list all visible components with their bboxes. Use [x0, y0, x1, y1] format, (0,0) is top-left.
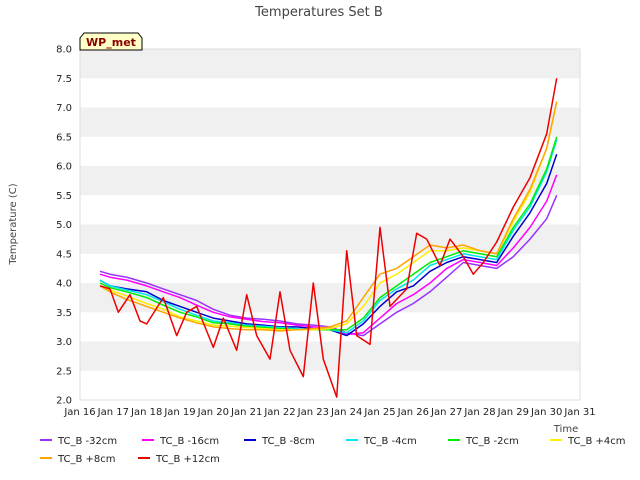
- y-tick-label: 6.0: [56, 162, 72, 173]
- x-tick-label: Jan 29: [497, 407, 529, 418]
- legend-swatch: [142, 439, 154, 441]
- series-line: [99, 78, 558, 398]
- station-badge-label: WP_met: [86, 36, 136, 49]
- legend-label: TC_B -4cm: [364, 436, 417, 447]
- x-tick-label: Jan 20: [197, 407, 229, 418]
- grid-bands: [79, 48, 581, 401]
- legend: TC_B -32cm TC_B -16cm TC_B -8cm TC_B -4cm TC…: [0, 432, 640, 480]
- legend-swatch: [448, 439, 460, 441]
- y-tick-label: 5.0: [56, 220, 72, 231]
- chart-title: Temperatures Set B: [254, 5, 383, 20]
- legend-item: TC_B -4cm: [346, 436, 417, 450]
- chart: Temperatures Set B 2.0 2.5 3.0 3.5 4.0 4.5 5.0…: [8, 5, 596, 432]
- x-tick-label: Jan 25: [363, 407, 395, 418]
- x-tick-label: Jan 18: [130, 407, 162, 418]
- y-tick-label: 7.5: [56, 74, 72, 85]
- x-tick-label: Jan 22: [263, 407, 295, 418]
- legend-swatch: [40, 439, 52, 441]
- x-tick-label: Jan 26: [397, 407, 429, 418]
- grid-band: [80, 224, 580, 254]
- y-tick-label: 4.0: [56, 279, 72, 290]
- x-tick-label: Jan 24: [330, 407, 362, 418]
- x-axis-label: Time: [553, 424, 578, 432]
- x-tick-label: Jan 28: [463, 407, 495, 418]
- legend-label: TC_B +12cm: [156, 454, 220, 465]
- legend-label: TC_B +8cm: [58, 454, 116, 465]
- x-tick-label: Jan 23: [297, 407, 329, 418]
- plot-frame: [79, 48, 581, 401]
- legend-swatch: [550, 439, 562, 441]
- y-tick-label: 2.5: [56, 366, 72, 377]
- y-tick-label: 3.5: [56, 308, 72, 319]
- grid-band: [80, 107, 580, 137]
- x-tick-label: Jan 30: [530, 407, 562, 418]
- y-tick-label: 7.0: [56, 103, 72, 114]
- legend-swatch: [346, 439, 358, 441]
- series-line: [99, 101, 558, 332]
- legend-label: TC_B -16cm: [160, 436, 220, 447]
- grid-band: [80, 49, 580, 79]
- series-lines: [99, 78, 558, 398]
- legend-swatch: [244, 439, 256, 441]
- x-tick-label: Jan 17: [97, 407, 129, 418]
- legend-item: TC_B -8cm: [244, 436, 315, 450]
- x-axis-ticks: Jan 16 Jan 17 Jan 18 Jan 19 Jan 20 Jan 21 Jan …: [63, 407, 595, 418]
- legend-swatch: [138, 457, 150, 459]
- legend-label: TC_B -8cm: [262, 436, 315, 447]
- legend-item: TC_B -16cm: [142, 436, 219, 450]
- y-tick-label: 5.5: [56, 191, 72, 202]
- legend-label: TC_B +4cm: [568, 436, 626, 447]
- legend-swatch: [40, 457, 52, 459]
- legend-item: TC_B -32cm: [40, 436, 117, 450]
- x-tick-label: Jan 27: [430, 407, 462, 418]
- legend-item: TC_B -2cm: [448, 436, 519, 450]
- station-badge: WP_met: [79, 32, 143, 51]
- y-tick-label: 2.0: [56, 396, 72, 407]
- grid-band: [80, 253, 580, 283]
- y-axis-ticks: 2.0 2.5 3.0 3.5 4.0 4.5 5.0 5.5 6.0 6.5 7.0 7.5 8.0: [56, 45, 72, 407]
- grid-band: [80, 136, 580, 166]
- x-tick-label: Jan 21: [230, 407, 262, 418]
- legend-item: TC_B +8cm: [40, 454, 116, 468]
- y-tick-label: 3.0: [56, 337, 72, 348]
- x-tick-label: Jan 19: [163, 407, 195, 418]
- legend-label: TC_B -32cm: [58, 436, 118, 447]
- legend-item: TC_B +4cm: [550, 436, 626, 450]
- y-tick-label: 4.5: [56, 249, 72, 260]
- grid-band: [80, 341, 580, 371]
- x-tick-label: Jan 16: [63, 407, 95, 418]
- x-tick-label: Jan 31: [563, 407, 595, 418]
- legend-label: TC_B -2cm: [466, 436, 519, 447]
- series-line: [99, 136, 558, 331]
- legend-item: TC_B +12cm: [138, 454, 220, 468]
- y-tick-label: 8.0: [56, 45, 72, 56]
- grid-band: [80, 78, 580, 108]
- y-axis-label: Temperature (C): [8, 183, 19, 265]
- grid-band: [80, 370, 580, 400]
- y-tick-label: 6.5: [56, 132, 72, 143]
- grid-band: [80, 195, 580, 225]
- grid-band: [80, 166, 580, 196]
